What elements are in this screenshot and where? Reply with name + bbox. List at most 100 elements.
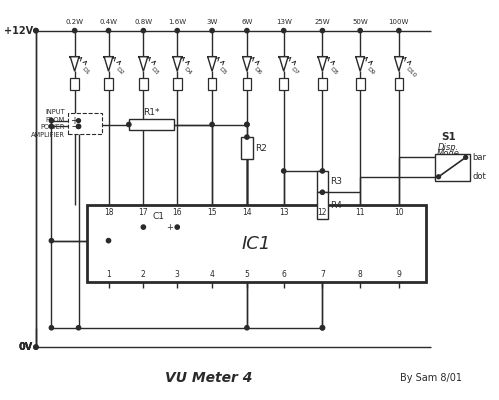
Polygon shape	[173, 57, 182, 71]
Circle shape	[281, 28, 286, 33]
Circle shape	[320, 326, 324, 330]
Circle shape	[49, 118, 53, 123]
Circle shape	[34, 28, 38, 33]
Circle shape	[245, 122, 249, 127]
Circle shape	[49, 238, 53, 243]
Circle shape	[320, 28, 324, 33]
Text: 0.8W: 0.8W	[134, 19, 152, 25]
Circle shape	[437, 175, 441, 179]
Text: 16: 16	[173, 208, 182, 217]
Text: 8: 8	[358, 270, 363, 279]
Text: D7: D7	[289, 66, 299, 76]
Circle shape	[76, 119, 80, 122]
Text: R1*: R1*	[143, 108, 160, 117]
Text: 13: 13	[279, 208, 288, 217]
Text: D4: D4	[183, 66, 193, 76]
Text: 0V: 0V	[19, 342, 33, 352]
Polygon shape	[139, 57, 148, 71]
Circle shape	[127, 122, 131, 127]
Circle shape	[76, 326, 81, 330]
Text: 4: 4	[210, 270, 215, 279]
Circle shape	[245, 122, 249, 127]
Polygon shape	[208, 57, 217, 71]
Polygon shape	[243, 57, 251, 71]
Text: 17: 17	[139, 208, 148, 217]
Text: 10: 10	[394, 208, 404, 217]
Text: 6W: 6W	[241, 19, 252, 25]
Bar	[173, 78, 182, 90]
Circle shape	[245, 135, 249, 139]
Text: 0.2W: 0.2W	[66, 19, 84, 25]
Text: D8: D8	[328, 66, 338, 76]
Circle shape	[34, 345, 38, 349]
Bar	[68, 113, 102, 134]
Circle shape	[34, 28, 38, 33]
Bar	[243, 78, 251, 90]
Circle shape	[320, 169, 324, 173]
Circle shape	[281, 169, 286, 173]
Bar	[208, 78, 217, 90]
Text: D2: D2	[114, 66, 124, 76]
Bar	[70, 78, 79, 90]
Text: 18: 18	[104, 208, 113, 217]
Circle shape	[358, 28, 362, 33]
Text: R3: R3	[330, 177, 342, 186]
Circle shape	[72, 28, 77, 33]
Text: 5: 5	[245, 270, 250, 279]
Text: D3: D3	[149, 66, 159, 76]
Text: D5: D5	[218, 66, 228, 76]
Text: D9: D9	[366, 66, 376, 76]
Bar	[129, 119, 174, 130]
Circle shape	[175, 225, 179, 229]
Text: +: +	[70, 116, 78, 126]
Text: 2: 2	[141, 270, 146, 279]
Bar	[356, 78, 365, 90]
Polygon shape	[395, 57, 403, 71]
Text: 0.4W: 0.4W	[99, 19, 118, 25]
Bar	[317, 192, 328, 219]
Text: 1.6W: 1.6W	[168, 19, 186, 25]
Text: By Sam 8/01: By Sam 8/01	[400, 373, 462, 383]
Text: dot: dot	[473, 172, 486, 181]
Bar	[139, 78, 148, 90]
Circle shape	[245, 28, 249, 33]
Bar	[395, 78, 403, 90]
Text: +: +	[167, 223, 174, 232]
Circle shape	[141, 28, 146, 33]
Circle shape	[106, 238, 111, 243]
Bar	[87, 205, 426, 282]
Text: IC1: IC1	[242, 234, 271, 252]
Circle shape	[210, 122, 214, 127]
Text: 11: 11	[355, 208, 365, 217]
Text: D6: D6	[252, 66, 262, 76]
Text: 13W: 13W	[276, 19, 291, 25]
Text: 7: 7	[320, 270, 325, 279]
Circle shape	[76, 124, 81, 128]
Bar	[435, 154, 470, 181]
Bar	[317, 171, 328, 192]
Circle shape	[76, 124, 80, 128]
Circle shape	[34, 345, 38, 349]
Bar	[104, 78, 113, 90]
Circle shape	[320, 326, 324, 330]
Bar	[318, 78, 327, 90]
Polygon shape	[279, 57, 288, 71]
Text: 9: 9	[396, 270, 401, 279]
Circle shape	[320, 190, 324, 194]
Polygon shape	[356, 57, 365, 71]
Text: 12: 12	[318, 208, 327, 217]
Text: 3: 3	[175, 270, 180, 279]
Circle shape	[175, 28, 179, 33]
Text: S1: S1	[441, 132, 456, 142]
Text: –: –	[71, 122, 76, 132]
Text: 25W: 25W	[314, 19, 330, 25]
Circle shape	[245, 326, 249, 330]
Text: C1: C1	[152, 212, 164, 221]
Circle shape	[210, 28, 214, 33]
Text: D10: D10	[405, 66, 417, 78]
Text: 50W: 50W	[352, 19, 368, 25]
Bar	[279, 78, 288, 90]
Polygon shape	[104, 57, 113, 71]
Text: Disp.: Disp.	[438, 143, 459, 152]
Polygon shape	[70, 57, 79, 71]
